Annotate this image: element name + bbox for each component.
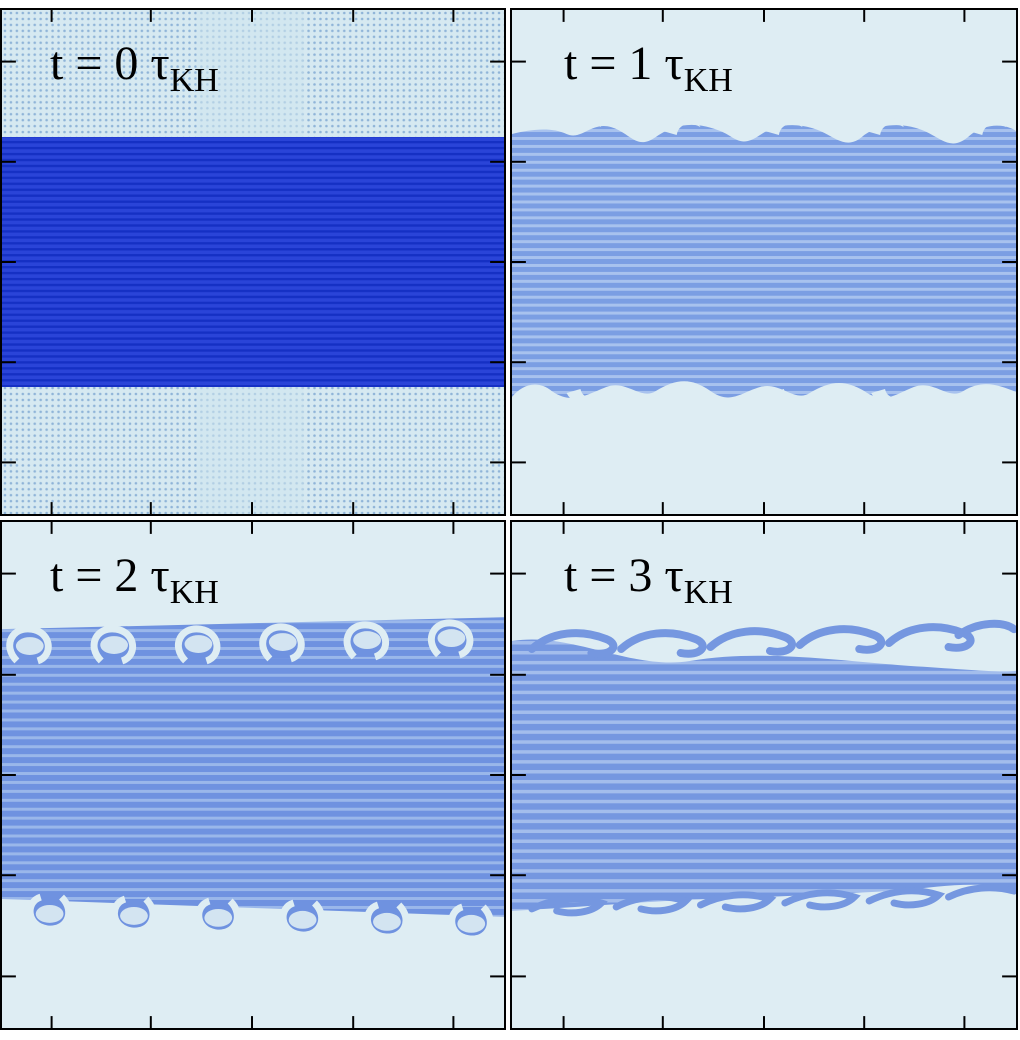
time-label-t3: t = 3 τKH: [564, 549, 733, 611]
simulation-image-t1: [512, 10, 1016, 514]
panel-t1: t = 1 τKH: [510, 8, 1018, 516]
panel-t3: t = 3 τKH: [510, 520, 1018, 1030]
panel-t0: t = 0 τKH: [0, 8, 506, 516]
simulation-image-t3: [512, 522, 1016, 1028]
time-label-t2: t = 2 τKH: [50, 549, 219, 611]
time-label-t1: t = 1 τKH: [564, 37, 733, 99]
simulation-image-t0: [2, 10, 504, 514]
time-label-t0: t = 0 τKH: [50, 37, 219, 99]
simulation-image-t2: [2, 522, 504, 1028]
panel-t2: t = 2 τKH: [0, 520, 506, 1030]
